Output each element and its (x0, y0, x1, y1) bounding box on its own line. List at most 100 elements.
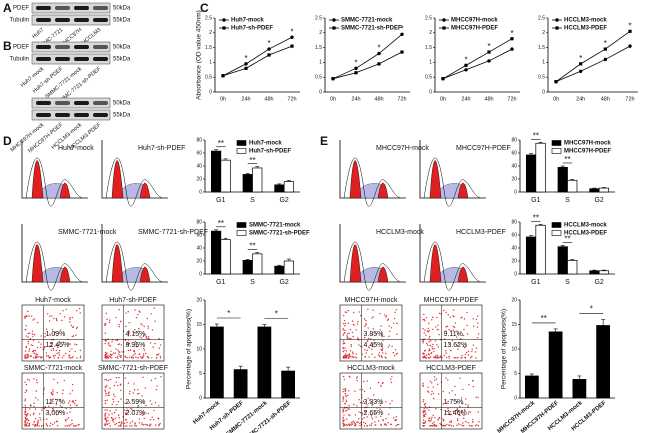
y-tick-label: 1.5 (425, 45, 432, 51)
panel-label: C (200, 1, 209, 15)
scatter-dot (457, 418, 459, 420)
scatter-dot (373, 339, 375, 342)
scatter-dot (367, 327, 369, 329)
scatter-dot (135, 356, 137, 358)
scatter-dot (24, 408, 27, 410)
scatter-dot (135, 425, 138, 427)
legend-marker (332, 18, 336, 22)
scatter-dot (30, 405, 32, 407)
scatter-dot (459, 405, 461, 408)
scatter-dot (438, 312, 441, 315)
scatter-dot (423, 332, 425, 334)
y-tick-label: 10 (196, 346, 202, 352)
scatter-dot (457, 333, 459, 335)
scatter-dot (345, 418, 348, 420)
scatter-dot (371, 418, 374, 420)
scatter-dot (138, 353, 140, 355)
scatter-dot (106, 423, 108, 426)
scatter-dot (424, 415, 426, 417)
scatter-dot (359, 401, 362, 404)
point (579, 62, 583, 66)
bar (233, 369, 248, 399)
blot-band (55, 6, 70, 10)
scatter-dot (144, 387, 147, 389)
scatter-dot (428, 357, 430, 359)
scatter-dot (43, 407, 46, 410)
scatter-dot (115, 316, 117, 319)
scatter-dot (128, 330, 130, 332)
scatter-dot (44, 346, 46, 348)
y-tick-label: 0 (514, 395, 517, 401)
scatter-dot (433, 423, 436, 426)
scatter-dot (431, 346, 433, 348)
blot-band (55, 113, 70, 117)
quadrant-percent: 2.07% (126, 410, 146, 417)
scatter-dot (70, 424, 72, 426)
scatter-dot (24, 413, 26, 416)
scatter-dot (50, 349, 53, 351)
series-line (222, 45, 293, 77)
histogram-label: SMMC-7721-mock (58, 229, 117, 236)
scatter-dot (448, 392, 450, 394)
scatter-dot (455, 330, 458, 332)
significance: * (290, 27, 293, 36)
x-tick-label: G1 (216, 279, 225, 286)
scatter-dot (109, 319, 111, 321)
scatter-dot (450, 329, 452, 332)
scatter-dot (462, 422, 464, 424)
scatter-dot (134, 353, 137, 355)
scatter-dot (350, 424, 352, 426)
scatter-dot (130, 407, 132, 410)
scatter-dot (158, 423, 160, 426)
scatter-dot (429, 344, 432, 347)
scatter-dot (431, 382, 433, 384)
significance: ** (564, 155, 570, 164)
scatter-dot (368, 356, 370, 358)
scatter-dot (124, 377, 127, 379)
scatter-dot (26, 353, 28, 356)
histogram-g2 (59, 182, 71, 199)
scatter-dot (344, 329, 346, 332)
scatter-dot (141, 337, 143, 339)
scatter-dot (381, 347, 384, 349)
scatter-dot (462, 345, 465, 348)
y-tick-label: 2.5 (425, 15, 432, 21)
legend-swatch (551, 222, 562, 228)
bar (242, 260, 253, 275)
scatter-dot (138, 422, 141, 424)
legend-marker (442, 18, 446, 22)
scatter-dot (48, 357, 50, 359)
scatter-dot (423, 353, 425, 355)
scatter-dot (468, 424, 471, 427)
scatter-dot (106, 356, 109, 358)
significance: * (464, 55, 467, 64)
scatter-dot (62, 341, 65, 343)
scatter-dot (24, 328, 27, 331)
scatter-dot (359, 422, 361, 425)
scatter-dot (422, 400, 425, 403)
scatter-dot (384, 314, 386, 316)
x-tick-label: 24h (576, 96, 585, 102)
scatter-dot (422, 319, 424, 321)
scatter-dot (435, 378, 438, 380)
scatter-dot (456, 419, 459, 422)
blot-strip (31, 109, 111, 121)
legend-label: Huh7-mock (231, 18, 264, 24)
scatter-dot (58, 344, 60, 346)
scatter-dot (56, 424, 59, 427)
scatter-dot (431, 416, 433, 418)
scatter-dot (31, 333, 34, 335)
scatter-dot (437, 419, 439, 421)
scatter-dot (110, 416, 113, 419)
scatter-dot (423, 404, 426, 406)
scatter-dot (353, 356, 355, 359)
scatter-dot (446, 423, 448, 426)
scatter-dot (352, 311, 355, 314)
scatter-dot (108, 391, 110, 393)
blot-size-label: 55kDa (113, 18, 131, 24)
scatter-dot (28, 332, 31, 334)
legend-swatch (236, 148, 247, 154)
scatter-dot (445, 330, 447, 332)
legend-label: SMMC-7721-mock (341, 18, 393, 24)
